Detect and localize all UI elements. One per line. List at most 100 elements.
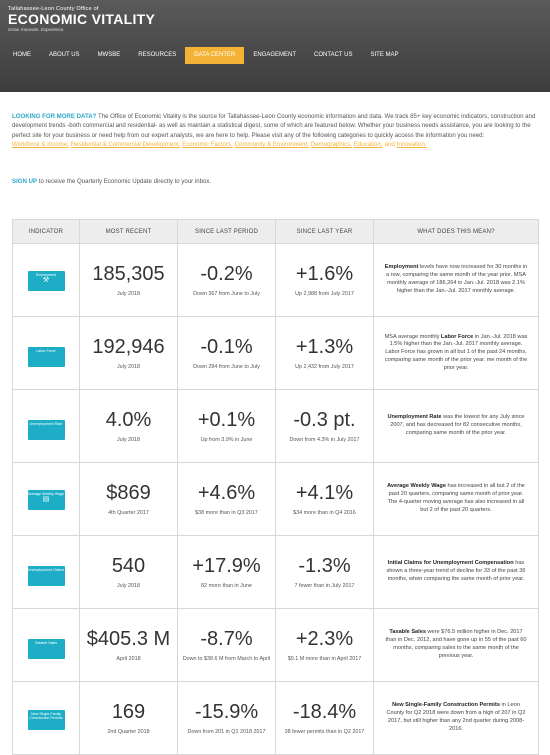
most-recent-value: 185,305 bbox=[92, 262, 165, 285]
since-last-period-value: -8.7% bbox=[200, 627, 253, 650]
indicator-label: Labor Force bbox=[36, 349, 56, 353]
meaning-keyword[interactable]: Taxable Sales bbox=[389, 629, 426, 636]
category-link[interactable]: Workforce & Income, bbox=[12, 141, 69, 149]
most-recent-cell: 169 2nd Quarter 2018 bbox=[79, 681, 178, 755]
meaning-text: Taxable Sales were $76.5 million higher … bbox=[378, 629, 534, 660]
most-recent-cell: 192,946 July 2018 bbox=[79, 316, 178, 390]
since-last-year-cell: -1.3% 7 fewer than in July 2017 bbox=[275, 535, 374, 609]
most-recent-cell: 185,305 July 2018 bbox=[79, 243, 178, 317]
since-last-period-note: Down to $38.6 M from March to April bbox=[182, 655, 271, 662]
indicator-badge[interactable]: Employment ⚒ bbox=[27, 271, 65, 291]
since-last-period-value: +0.1% bbox=[197, 408, 256, 431]
since-last-year-note: Up 2,988 from July 2017 bbox=[295, 290, 354, 297]
since-last-year-note: Down from 4.3% in July 2017 bbox=[289, 436, 360, 443]
most-recent-period: 2nd Quarter 2018 bbox=[107, 728, 150, 735]
meaning-keyword[interactable]: Average Weekly Wage bbox=[387, 483, 446, 490]
meaning-keyword[interactable]: Initial Claims for Unemployment Compensa… bbox=[387, 560, 514, 567]
since-last-year-value: +4.1% bbox=[295, 481, 354, 504]
since-last-period-cell: -0.1% Down 284 from June to July bbox=[177, 316, 276, 390]
table-row: Average Weekly Wage ▤ $869 4th Quarter 2017… bbox=[12, 462, 539, 536]
intro-lead: LOOKING FOR MORE DATA? bbox=[12, 113, 97, 120]
indicator-label: Average Weekly Wage bbox=[27, 492, 65, 496]
logo-tagline: Grow. Innovate. Experience. bbox=[8, 27, 65, 32]
meaning-text: Average Weekly Wage has increased in all… bbox=[378, 483, 534, 514]
indicator-cell: New Single-Family Construction Permits bbox=[12, 681, 80, 755]
indicator-cell: Unemployment Claims bbox=[12, 535, 80, 609]
indicator-badge[interactable]: Taxable Sales bbox=[27, 639, 65, 659]
indicator-cell: Unemployment Rate bbox=[12, 389, 80, 463]
header-most-recent: MOST RECENT bbox=[79, 219, 178, 244]
meaning-keyword[interactable]: Labor Force bbox=[440, 333, 474, 340]
indicator-badge[interactable]: Average Weekly Wage ▤ bbox=[27, 490, 65, 510]
since-last-period-cell: -8.7% Down to $38.6 M from March to April bbox=[177, 608, 276, 682]
table-row: Taxable Sales $405.3 M April 2018 -8.7% Down… bbox=[12, 608, 539, 682]
meaning-body: has increased in all but 2 of the past 2… bbox=[387, 483, 525, 513]
category-link[interactable]: Innovation. bbox=[396, 141, 427, 149]
main-nav: HOME ABOUT US MWSBE RESOURCES DATA CENTER ENG… bbox=[0, 47, 408, 64]
intro-paragraph: LOOKING FOR MORE DATA? The Office of Eco… bbox=[12, 112, 538, 150]
indicator-icon: ⚒ bbox=[42, 277, 50, 284]
most-recent-period: July 2018 bbox=[116, 436, 141, 443]
table-row: Unemployment Rate 4.0% July 2018 +0.1% Up fr… bbox=[12, 389, 539, 463]
meaning-keyword[interactable]: Unemployment Rate bbox=[387, 414, 442, 421]
category-link[interactable]: Residential & Commercial Development, bbox=[70, 141, 181, 149]
category-link[interactable]: Education, bbox=[353, 141, 383, 149]
indicator-badge[interactable]: Unemployment Rate bbox=[27, 420, 65, 440]
meaning-cell: Employment levels have now increased for… bbox=[373, 243, 539, 317]
nav-item-contact-us[interactable]: CONTACT US bbox=[314, 52, 353, 58]
intro-body: The Office of Economic Vitality is the s… bbox=[12, 113, 536, 139]
nav-item-home[interactable]: HOME bbox=[13, 52, 31, 58]
indicators-table: INDICATOR MOST RECENT SINCE LAST PERIOD … bbox=[12, 219, 539, 755]
since-last-year-cell: +1.3% Up 2,432 from July 2017 bbox=[275, 316, 374, 390]
meaning-text: MSA average monthly Labor Force in Jan.-… bbox=[378, 334, 534, 373]
meaning-body: in Leon County for Q2 2018 were down fro… bbox=[386, 702, 526, 732]
table-row: Unemployment Claims 540 July 2018 +17.9% 82 … bbox=[12, 535, 539, 609]
since-last-year-note: 7 fewer than in July 2017 bbox=[294, 582, 355, 589]
since-last-year-value: -1.3% bbox=[298, 554, 351, 577]
since-last-period-note: Down from 201 in Q1 2018 2017 bbox=[187, 728, 266, 735]
table-row: New Single-Family Construction Permits 16… bbox=[12, 681, 539, 755]
most-recent-cell: 540 July 2018 bbox=[79, 535, 178, 609]
since-last-year-cell: +1.6% Up 2,988 from July 2017 bbox=[275, 243, 374, 317]
most-recent-period: April 2018 bbox=[116, 655, 141, 662]
signup-line: SIGN UP to receive the Quarterly Economi… bbox=[12, 178, 211, 185]
meaning-keyword[interactable]: Employment bbox=[384, 264, 419, 271]
signup-link[interactable]: SIGN UP bbox=[12, 178, 38, 185]
meaning-body: was the lowest for any July since 2007, … bbox=[390, 414, 525, 436]
category-links: Workforce & Income, Residential & Commerc… bbox=[12, 141, 429, 148]
meaning-text: Initial Claims for Unemployment Compensa… bbox=[378, 560, 534, 583]
nav-item-engagement[interactable]: ENGAGEMENT bbox=[253, 52, 297, 58]
category-link[interactable]: Economic Factors, bbox=[182, 141, 233, 149]
nav-item-about-us[interactable]: ABOUT US bbox=[49, 52, 80, 58]
nav-item-mwsbe[interactable]: MWSBE bbox=[97, 52, 121, 58]
since-last-year-value: +1.3% bbox=[295, 335, 354, 358]
nav-item-site-map[interactable]: SITE MAP bbox=[370, 52, 399, 58]
logo-title: ECONOMIC VITALITY bbox=[8, 11, 156, 27]
meaning-body: were $76.5 million higher in Dec. 2017 t… bbox=[385, 629, 527, 659]
indicator-label: Employment bbox=[36, 273, 56, 277]
signup-text: to receive the Quarterly Economic Update… bbox=[37, 178, 212, 185]
most-recent-value: 540 bbox=[111, 554, 146, 577]
since-last-period-value: +17.9% bbox=[192, 554, 261, 577]
indicator-label: New Single-Family Construction Permits bbox=[29, 712, 63, 720]
nav-item-data-center[interactable]: DATA CENTER bbox=[185, 47, 245, 64]
since-last-year-note: Up 2,432 from July 2017 bbox=[295, 363, 354, 370]
meaning-keyword[interactable]: New Single-Family Construction Permits bbox=[392, 702, 500, 709]
indicator-badge[interactable]: Labor Force bbox=[27, 347, 65, 367]
header-since-last-period: SINCE LAST PERIOD bbox=[177, 219, 276, 244]
indicator-label: Taxable Sales bbox=[34, 641, 58, 645]
since-last-year-cell: -18.4% 38 fewer permits than in Q2 2017 bbox=[275, 681, 374, 755]
meaning-cell: Taxable Sales were $76.5 million higher … bbox=[373, 608, 539, 682]
nav-item-resources[interactable]: RESOURCES bbox=[138, 52, 177, 58]
most-recent-cell: $869 4th Quarter 2017 bbox=[79, 462, 178, 536]
table-row: Employment ⚒ 185,305 July 2018 -0.2% Down 367… bbox=[12, 243, 539, 317]
since-last-year-value: +1.6% bbox=[295, 262, 354, 285]
category-link[interactable]: Community & Environment, bbox=[234, 141, 309, 149]
site-logo[interactable]: Tallahassee-Leon County Office of ECONOM… bbox=[8, 6, 155, 32]
indicator-badge[interactable]: Unemployment Claims bbox=[27, 566, 65, 586]
header-since-last-year: SINCE LAST YEAR bbox=[275, 219, 374, 244]
category-link[interactable]: Demographics, bbox=[310, 141, 352, 149]
since-last-period-note: Down 367 from June to July bbox=[193, 290, 260, 297]
most-recent-value: $405.3 M bbox=[86, 627, 171, 650]
indicator-badge[interactable]: New Single-Family Construction Permits bbox=[27, 710, 65, 730]
